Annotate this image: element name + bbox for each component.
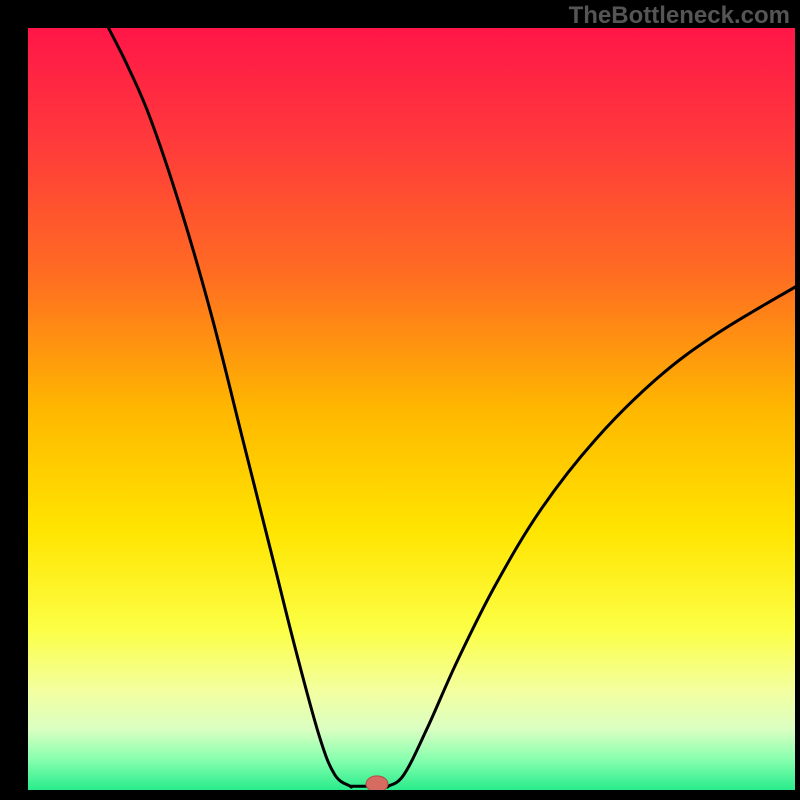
- watermark-text: TheBottleneck.com: [569, 2, 790, 30]
- optimal-point-marker: [366, 776, 388, 790]
- chart-plot-area: [28, 28, 795, 790]
- bottleneck-curve-path: [109, 28, 795, 787]
- bottleneck-curve: [28, 28, 795, 790]
